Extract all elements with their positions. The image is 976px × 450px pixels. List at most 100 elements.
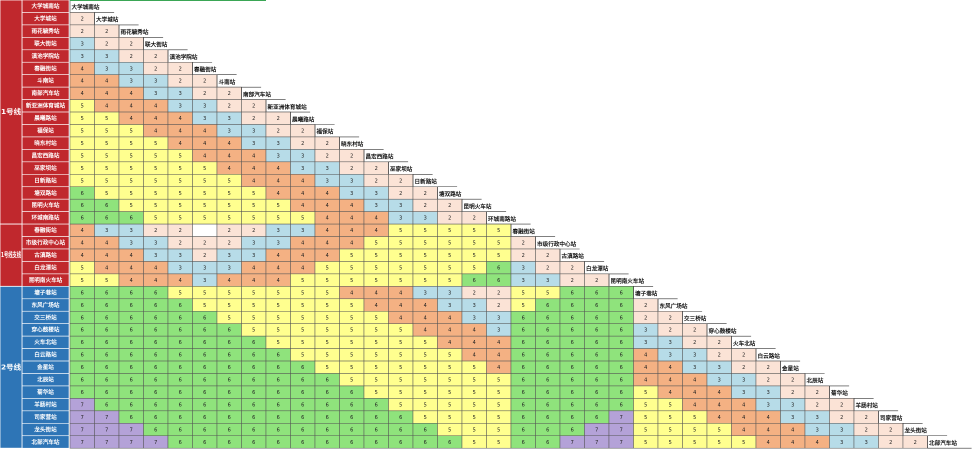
fare-value: 3 bbox=[816, 427, 819, 433]
station-name: 古滇路站 bbox=[34, 251, 57, 259]
fare-value: 2 bbox=[473, 290, 476, 296]
fare-value: 5 bbox=[399, 353, 402, 359]
fare-value: 6 bbox=[399, 415, 402, 421]
fare-value: 3 bbox=[816, 415, 819, 421]
fare-value: 2 bbox=[791, 378, 794, 384]
fare-value: 5 bbox=[644, 440, 647, 446]
fare-value: 5 bbox=[105, 191, 108, 197]
fare-value: 6 bbox=[326, 378, 329, 384]
fare-value: 5 bbox=[497, 402, 500, 408]
fare-value: 5 bbox=[154, 166, 157, 172]
fare-value: 2 bbox=[718, 353, 721, 359]
fare-value: 3 bbox=[693, 353, 696, 359]
line-group bbox=[0, 285, 23, 449]
fare-value: 5 bbox=[81, 178, 84, 184]
fare-value: 3 bbox=[179, 91, 182, 97]
diagonal-station: 大学城南站 bbox=[72, 3, 100, 11]
fare-value: 3 bbox=[105, 228, 108, 234]
fare-value: 6 bbox=[326, 402, 329, 408]
station-name: 新亚洲体育城站 bbox=[26, 102, 66, 110]
fare-value: 5 bbox=[130, 129, 133, 135]
fare-value: 5 bbox=[154, 141, 157, 147]
fare-value: 5 bbox=[644, 415, 647, 421]
fare-value: 5 bbox=[522, 303, 525, 309]
fare-value: 6 bbox=[522, 440, 525, 446]
fare-value: 6 bbox=[105, 328, 108, 334]
fare-value: 4 bbox=[375, 228, 378, 234]
station-name: 联大街站 bbox=[34, 39, 57, 47]
station-name: 大学城站 bbox=[34, 14, 57, 22]
fare-value: 5 bbox=[448, 427, 451, 433]
fare-value: 5 bbox=[448, 402, 451, 408]
fare-value: 6 bbox=[522, 402, 525, 408]
fare-value: 6 bbox=[81, 191, 84, 197]
diagonal-station: 白龙潭站 bbox=[586, 265, 609, 273]
fare-value: 4 bbox=[448, 340, 451, 346]
fare-value: 6 bbox=[203, 340, 206, 346]
fare-value: 4 bbox=[179, 116, 182, 122]
fare-value: 6 bbox=[154, 315, 157, 321]
fare-value: 6 bbox=[620, 328, 623, 334]
fare-value: 6 bbox=[595, 303, 598, 309]
fare-value: 6 bbox=[399, 427, 402, 433]
station-name: 北部汽车站 bbox=[32, 438, 60, 446]
fare-value: 6 bbox=[277, 415, 280, 421]
fare-value: 2 bbox=[742, 365, 745, 371]
fare-value: 5 bbox=[105, 116, 108, 122]
fare-value: 3 bbox=[203, 278, 206, 284]
fare-value: 6 bbox=[522, 365, 525, 371]
fare-value: 6 bbox=[522, 315, 525, 321]
fare-value: 6 bbox=[228, 440, 231, 446]
fare-value: 3 bbox=[203, 116, 206, 122]
fare-value: 4 bbox=[105, 265, 108, 271]
fare-value: 5 bbox=[154, 178, 157, 184]
fare-value: 5 bbox=[497, 378, 500, 384]
station-name: 昌宏西路站 bbox=[32, 151, 60, 159]
fare-value: 3 bbox=[130, 241, 133, 247]
fare-value: 6 bbox=[130, 402, 133, 408]
diagonal-station: 龙头街站 bbox=[904, 427, 928, 435]
fare-value: 6 bbox=[105, 353, 108, 359]
station-name: 白云路站 bbox=[34, 351, 57, 359]
fare-value: 3 bbox=[546, 278, 549, 284]
fare-value: 4 bbox=[742, 415, 745, 421]
fare-value: 5 bbox=[252, 203, 255, 209]
fare-value: 2 bbox=[203, 241, 206, 247]
fare-value: 5 bbox=[473, 265, 476, 271]
fare-value: 2 bbox=[130, 41, 133, 47]
fare-value: 6 bbox=[595, 402, 598, 408]
line-label: 2号线 bbox=[1, 362, 21, 371]
fare-value: 6 bbox=[326, 390, 329, 396]
fare-value: 6 bbox=[154, 303, 157, 309]
fare-value: 5 bbox=[350, 353, 353, 359]
fare-value: 3 bbox=[669, 340, 672, 346]
fare-value: 4 bbox=[228, 153, 231, 159]
fare-value: 5 bbox=[301, 328, 304, 334]
fare-value: 4 bbox=[669, 365, 672, 371]
fare-value: 2 bbox=[840, 402, 843, 408]
fare-value: 5 bbox=[154, 191, 157, 197]
fare-value: 2 bbox=[399, 178, 402, 184]
fare-value: 5 bbox=[203, 178, 206, 184]
fare-value: 3 bbox=[669, 353, 672, 359]
fare-value: 4 bbox=[252, 178, 255, 184]
fare-value: 5 bbox=[473, 241, 476, 247]
fare-value: 6 bbox=[326, 427, 329, 433]
fare-value: 2 bbox=[154, 54, 157, 60]
fare-value: 3 bbox=[154, 91, 157, 97]
fare-value: 3 bbox=[326, 166, 329, 172]
fare-value: 2 bbox=[497, 303, 500, 309]
fare-value: 5 bbox=[399, 241, 402, 247]
fare-value: 6 bbox=[620, 290, 623, 296]
fare-value: 6 bbox=[399, 440, 402, 446]
fare-value: 4 bbox=[375, 303, 378, 309]
fare-value: 5 bbox=[179, 153, 182, 159]
fare-value: 6 bbox=[203, 390, 206, 396]
fare-value: 6 bbox=[497, 278, 500, 284]
fare-value: 6 bbox=[277, 427, 280, 433]
fare-value: 5 bbox=[252, 328, 255, 334]
fare-value: 6 bbox=[228, 353, 231, 359]
fare-value: 6 bbox=[448, 440, 451, 446]
fare-value: 4 bbox=[448, 315, 451, 321]
fare-value: 5 bbox=[228, 303, 231, 309]
